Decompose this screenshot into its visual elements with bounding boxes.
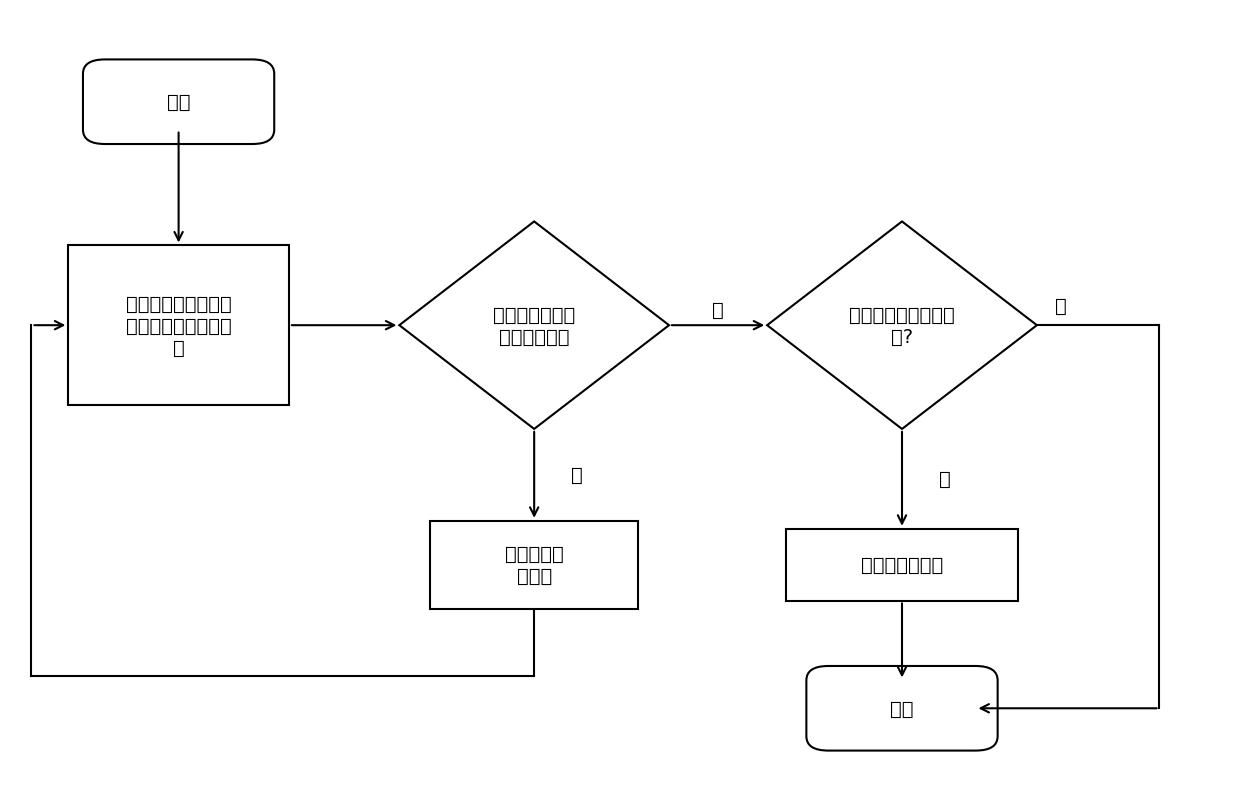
Text: 是否超过本机编
码的时间间隔: 是否超过本机编 码的时间间隔	[494, 305, 575, 346]
FancyBboxPatch shape	[83, 60, 274, 145]
Polygon shape	[768, 222, 1037, 429]
Text: 从机判断本机是否故
障?: 从机判断本机是否故 障?	[849, 305, 955, 346]
FancyBboxPatch shape	[430, 521, 639, 609]
Text: 开始: 开始	[167, 93, 191, 112]
Text: 从机统计接收主机相
邻数据之间的时间间
隔: 从机统计接收主机相 邻数据之间的时间间 隔	[125, 294, 232, 358]
Text: 从机时间计
数清零: 从机时间计 数清零	[505, 544, 563, 586]
Text: 否: 否	[570, 466, 583, 485]
Text: 是: 是	[712, 300, 724, 320]
Text: 否: 否	[939, 470, 951, 489]
FancyBboxPatch shape	[68, 246, 289, 406]
FancyBboxPatch shape	[785, 529, 1018, 601]
Text: 是: 是	[1055, 296, 1066, 315]
Polygon shape	[399, 222, 670, 429]
Text: 切换本机为主机: 切换本机为主机	[861, 556, 944, 574]
Text: 结束: 结束	[890, 699, 914, 718]
FancyBboxPatch shape	[806, 666, 998, 751]
